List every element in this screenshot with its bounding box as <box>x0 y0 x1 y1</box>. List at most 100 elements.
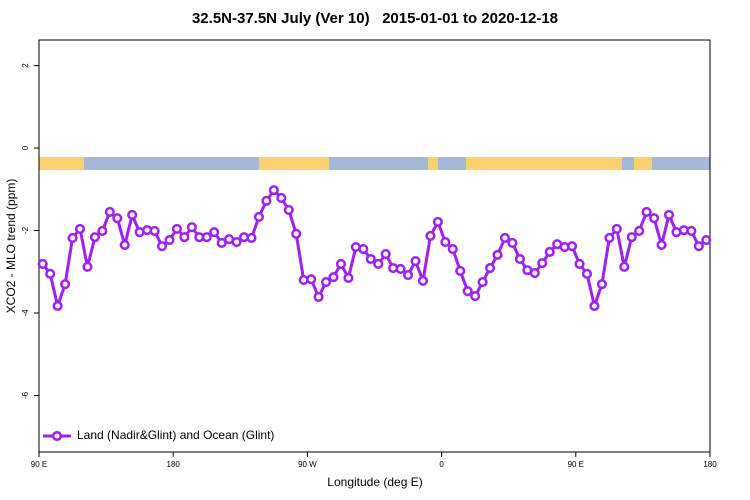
data-point <box>306 274 317 285</box>
data-point <box>589 300 600 312</box>
data-point <box>380 248 391 260</box>
data-point <box>529 267 540 279</box>
data-point <box>320 277 332 288</box>
data-point <box>149 225 160 236</box>
legend-marker <box>51 430 63 442</box>
x-tick-label: 180 <box>703 460 717 469</box>
data-point <box>97 225 108 236</box>
data-point <box>663 209 675 220</box>
data-point <box>201 232 212 243</box>
data-point <box>432 216 443 227</box>
data-point <box>567 241 578 252</box>
land-strip <box>466 157 622 170</box>
data-point <box>253 211 264 222</box>
data-point <box>455 265 466 277</box>
data-point <box>485 263 496 274</box>
data-point <box>186 222 197 233</box>
data-point <box>492 249 503 260</box>
data-point <box>216 237 227 248</box>
x-tick-label: 90 W <box>298 460 317 469</box>
data-point <box>127 209 138 220</box>
data-point <box>104 206 115 218</box>
data-point <box>656 239 667 251</box>
land-strip <box>428 157 438 170</box>
data-point <box>641 206 652 218</box>
y-axis-title: XCO2 - MLO trend (ppm) <box>4 179 18 314</box>
data-point <box>499 232 511 244</box>
data-point <box>358 244 369 255</box>
data-point <box>470 291 481 302</box>
data-point <box>268 185 279 196</box>
data-point <box>89 232 100 243</box>
land-strip <box>634 157 652 170</box>
x-tick-label: 90 E <box>31 460 47 469</box>
data-point <box>410 256 421 267</box>
data-point <box>74 223 86 234</box>
data-point <box>462 286 473 297</box>
data-point <box>574 258 585 269</box>
data-point <box>514 253 525 265</box>
data-point <box>507 237 518 248</box>
series-line <box>41 188 708 308</box>
land-strip <box>39 157 84 170</box>
data-point <box>649 213 660 224</box>
data-point <box>403 270 414 281</box>
data-point <box>686 225 697 236</box>
data-point <box>313 291 324 302</box>
data-point <box>477 277 488 288</box>
legend-label: Land (Nadir&Glint) and Ocean (Glint) <box>77 428 274 442</box>
data-point <box>231 237 242 248</box>
plot-frame <box>38 39 711 453</box>
data-point <box>447 244 458 255</box>
data-point <box>611 223 622 234</box>
data-point <box>604 232 615 244</box>
data-point <box>365 253 376 265</box>
x-tick-label: 0 <box>439 460 444 469</box>
data-point <box>425 230 436 241</box>
data-point <box>619 261 630 272</box>
data-point <box>417 275 429 286</box>
y-tick-label: 2 <box>21 63 30 68</box>
data-point <box>283 204 294 215</box>
data-point <box>626 232 637 243</box>
data-point <box>276 192 287 204</box>
data-point <box>544 246 555 258</box>
y-tick-label: -6 <box>21 391 30 399</box>
data-point <box>52 300 63 312</box>
data-point <box>67 232 78 244</box>
data-point <box>440 237 451 248</box>
data-point <box>164 234 175 246</box>
x-axis-title: Longitude (deg E) <box>327 475 422 489</box>
data-point <box>328 272 339 283</box>
data-point <box>246 232 257 244</box>
data-point <box>179 232 190 243</box>
data-point <box>581 268 593 279</box>
data-point <box>119 239 130 251</box>
data-point <box>701 234 712 246</box>
data-point <box>335 258 347 269</box>
land-strip <box>259 157 329 170</box>
data-point <box>343 272 354 284</box>
data-point <box>261 195 272 206</box>
data-point <box>171 223 182 234</box>
data-point <box>596 279 607 290</box>
x-tick-label: 90 E <box>568 460 584 469</box>
y-tick-label: 0 <box>21 145 30 150</box>
data-point <box>693 241 704 252</box>
data-point <box>291 228 302 239</box>
data-point <box>45 268 56 279</box>
y-tick-label: -2 <box>21 226 30 234</box>
data-point <box>156 241 168 252</box>
data-point <box>373 258 384 269</box>
y-tick-label: -4 <box>21 309 30 317</box>
data-point <box>37 258 48 269</box>
data-point <box>537 258 548 269</box>
chart-title: 32.5N-37.5N July (Ver 10) 2015-01-01 to … <box>192 10 558 27</box>
land-mask <box>39 157 710 170</box>
data-point <box>60 279 71 290</box>
data-point <box>82 261 93 272</box>
data-point <box>209 227 220 238</box>
data-point <box>112 213 123 224</box>
data-point <box>634 225 645 236</box>
